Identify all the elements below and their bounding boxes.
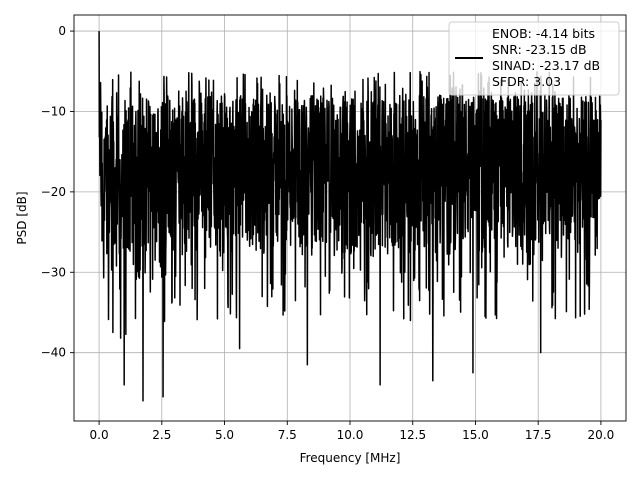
y-axis-ticks: 0 −10 −20 −30 −40 [41, 24, 74, 360]
y-tick-label: −40 [41, 346, 66, 360]
x-tick-label: 2.5 [152, 428, 171, 442]
y-tick-label: −20 [41, 185, 66, 199]
x-tick-label: 10.0 [337, 428, 364, 442]
y-axis-label: PSD [dB] [15, 191, 29, 244]
x-axis-ticks: 0.0 2.5 5.0 7.5 10.0 12.5 15.0 17.5 20.0 [90, 421, 615, 442]
legend: ENOB: -4.14 bits SNR: -23.15 dB SINAD: -… [448, 21, 620, 96]
x-tick-label: 7.5 [278, 428, 297, 442]
legend-line-sinad: SINAD: -23.17 dB [492, 58, 600, 73]
legend-line-snr: SNR: -23.15 dB [492, 42, 587, 57]
x-tick-label: 17.5 [525, 428, 552, 442]
y-tick-label: −10 [41, 104, 66, 118]
legend-box [448, 21, 620, 96]
x-tick-label: 0.0 [90, 428, 109, 442]
y-tick-label: −30 [41, 265, 66, 279]
x-axis-label: Frequency [MHz] [300, 451, 401, 465]
psd-line [98, 31, 602, 402]
y-tick-label: 0 [58, 24, 66, 38]
psd-series [98, 31, 602, 402]
x-tick-label: 15.0 [462, 428, 489, 442]
legend-line-enob: ENOB: -4.14 bits [492, 26, 595, 41]
x-tick-label: 12.5 [399, 428, 426, 442]
x-tick-label: 20.0 [588, 428, 615, 442]
legend-line-sfdr: SFDR: 3.03 [492, 74, 561, 89]
x-tick-label: 5.0 [215, 428, 234, 442]
